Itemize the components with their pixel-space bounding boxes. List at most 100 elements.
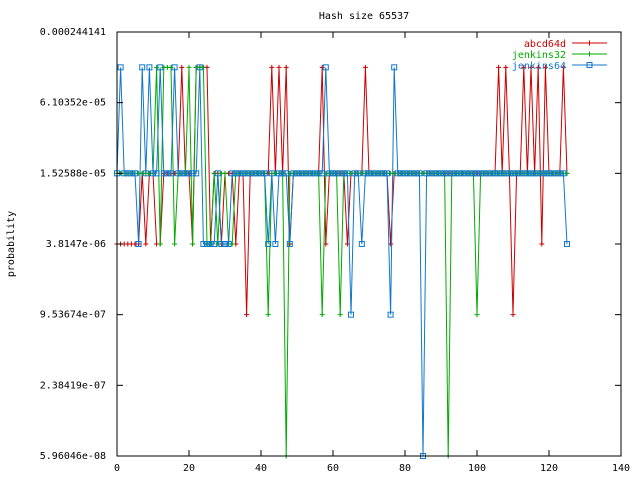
y-tick-label: 5.96046e-08 [40,451,106,462]
data-point [434,170,441,177]
data-point [409,170,416,177]
data-point [560,64,566,70]
data-point [153,170,160,177]
y-tick-label: 6.10352e-05 [40,98,106,109]
data-point [427,170,434,177]
data-point [474,170,480,177]
data-point [179,64,185,70]
data-point [193,170,200,177]
data-point [139,64,146,71]
data-point [215,241,221,247]
data-point [171,64,178,71]
data-point [366,170,372,177]
data-point [265,240,272,247]
data-point [351,170,358,177]
data-point [189,170,196,177]
data-point [362,64,368,70]
data-point [190,241,196,247]
data-point [186,64,192,70]
legend-marker-jenkins32 [587,51,592,57]
chart-title: Hash size 65537 [319,11,409,22]
data-point [492,170,498,177]
data-point [319,64,325,70]
data-point [438,170,444,177]
legend-label-jenkins64: jenkins64 [512,61,566,72]
data-point [463,170,470,177]
data-point [157,64,164,71]
data-point [168,170,174,177]
data-point [535,64,541,70]
data-point [186,170,192,177]
x-tick-label: 20 [183,463,195,474]
series-jenkins64 [114,64,570,459]
data-point [304,170,311,177]
data-point [481,170,488,177]
data-point [319,170,326,177]
data-point [448,170,455,177]
data-point [269,64,275,70]
data-point [294,170,300,177]
data-point [412,170,419,177]
data-point [207,240,214,247]
data-point [232,170,239,177]
data-point [229,170,236,177]
series-layer [114,64,570,459]
data-point [416,170,423,177]
data-point [204,240,210,247]
data-point [387,311,394,318]
data-point [178,170,185,177]
data-point [355,170,362,177]
data-point [459,170,466,177]
data-point [517,170,524,177]
data-point [261,170,268,177]
data-point [549,170,556,177]
data-point [531,170,538,177]
y-tick-label: 2.38419e-07 [40,380,106,391]
x-tick-label: 0 [114,463,120,474]
data-point [132,170,138,177]
data-point [322,64,329,71]
data-point [348,311,354,318]
data-point [268,170,275,177]
data-point [384,170,390,177]
data-point [143,241,149,247]
data-point [362,170,369,177]
data-point [466,170,473,177]
data-point [124,170,131,177]
data-point [542,64,548,70]
data-point [164,170,171,177]
data-point [503,64,509,70]
data-point [513,170,520,177]
data-point [488,170,495,177]
data-point [373,170,380,177]
data-point [524,170,531,177]
data-point [128,170,135,177]
y-axis-label: probability [6,211,17,277]
data-point [222,240,228,247]
data-point [319,312,325,318]
data-point [538,170,545,177]
data-point [506,170,513,177]
data-point [470,170,477,177]
data-point [539,241,545,247]
data-point [564,170,570,176]
data-point [243,170,250,177]
data-point [244,312,250,318]
data-point [250,170,257,177]
data-point [484,170,491,177]
legend-marker-abcd64d [587,40,592,46]
data-point [297,170,304,177]
data-point [502,170,509,177]
y-tick-label: 3.8147e-06 [46,239,106,250]
x-tick-label: 60 [327,463,339,474]
data-point [376,170,383,177]
data-point [452,170,459,177]
data-point [337,170,344,177]
data-point [308,170,315,177]
data-point [520,170,527,177]
data-point [430,170,437,177]
data-point [200,64,206,70]
data-point [337,312,343,318]
data-point [553,170,560,177]
